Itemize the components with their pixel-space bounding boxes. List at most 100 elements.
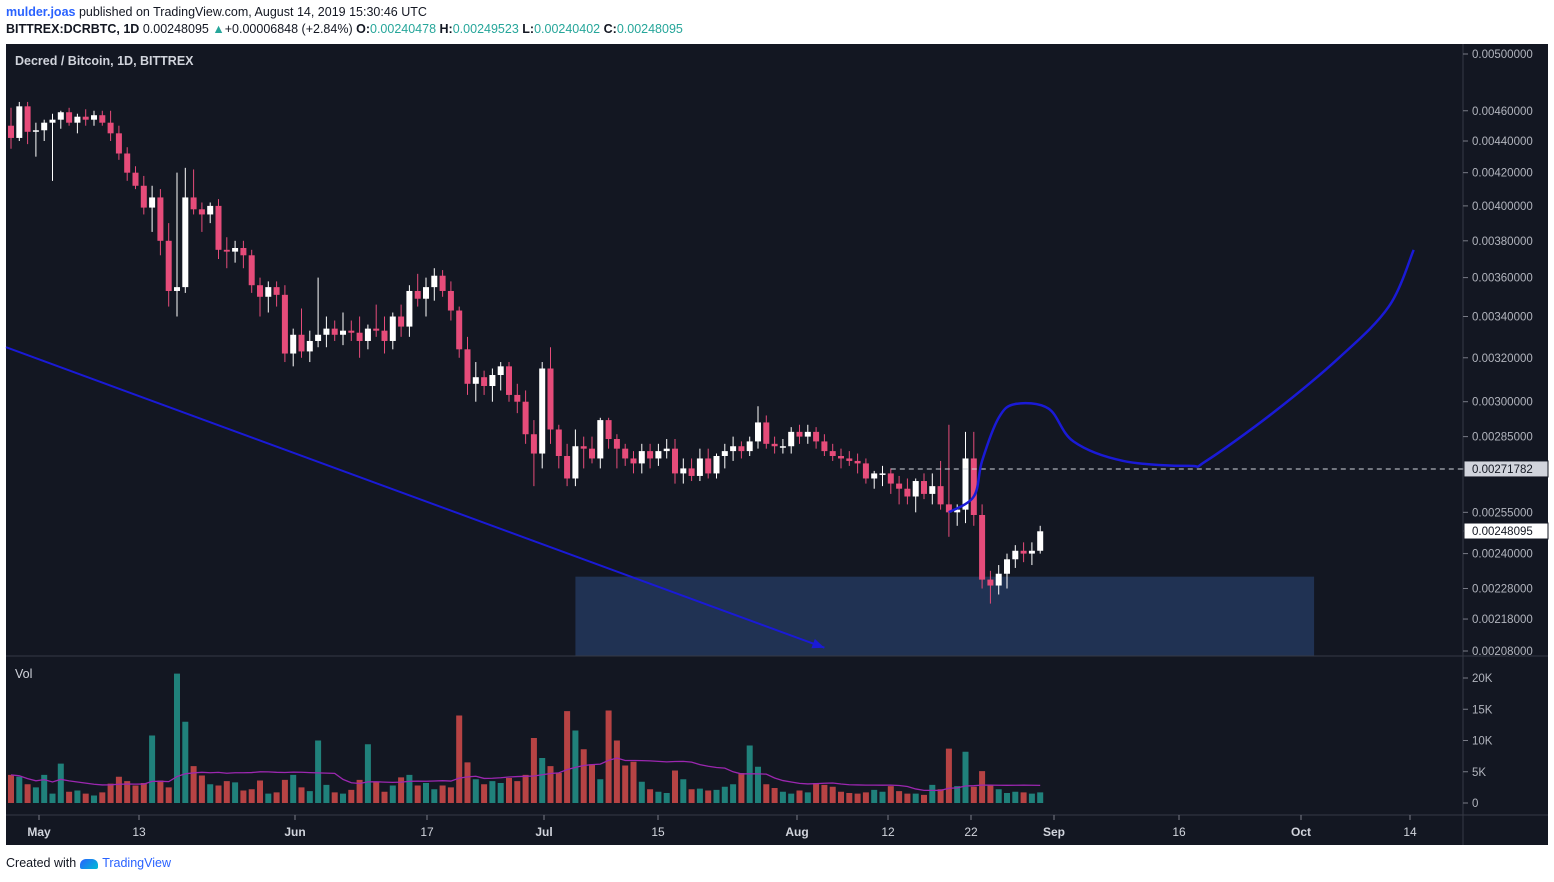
volume-bar [190,766,197,803]
volume-bar [730,784,737,803]
candle-body [929,486,936,494]
volume-bar [796,790,803,803]
volume-bar [281,779,288,803]
volume-bar [389,785,396,803]
volume-bar [954,786,961,803]
candle-body [16,106,23,138]
candle-body [472,377,479,384]
candle-body [240,248,247,256]
candle-body [796,431,803,437]
candle-body [713,456,720,474]
price-tick-label: 0.00340000 [1472,312,1533,324]
candle-body [8,125,14,138]
volume-bar [1037,792,1044,803]
volume-bar [879,791,886,803]
volume-bar [580,749,587,803]
volume-bar [829,786,836,803]
volume-bar [912,793,919,803]
quote-line: BITTREX:DCRBTC, 1D 0.00248095 ▲+0.000068… [6,22,683,36]
volume-bar [331,792,338,803]
projection-curve[interactable] [948,249,1415,514]
volume-bar [182,721,189,803]
volume-bar [846,793,853,803]
volume-bar [647,789,654,803]
tradingview-link[interactable]: TradingView [102,856,171,870]
candles [8,101,1044,604]
volume-bar [663,793,670,803]
candle-body [995,573,1002,586]
price-tick-label: 0.00240000 [1472,549,1533,561]
price-tick-label: 0.00271782 [1472,464,1533,476]
candle-body [721,451,728,457]
author-link[interactable]: mulder.joas [6,5,76,19]
volume-bar [713,789,720,803]
candle-body [423,287,429,299]
volume-bar [962,751,969,803]
candle-body [406,290,413,327]
volume-bar [630,761,637,803]
high-value: 0.00249523 [452,22,519,36]
volume-bar [771,788,778,803]
candle-body [1037,531,1044,551]
candle-body [979,515,986,580]
candle-body [149,197,156,208]
candle-body [862,463,869,479]
time-tick-label: 12 [881,825,895,839]
volume-bar [174,673,180,803]
volume-bar [937,789,944,803]
candle-body [207,205,214,215]
candle-body [904,488,911,497]
price-chart[interactable]: Decred / Bitcoin, 1D, BITTREX Vol 0.0050… [0,44,1554,846]
candle-body [846,458,853,461]
candle-body [323,328,330,335]
volume-bar [506,778,512,803]
candle-body [82,116,89,120]
candle-body [57,112,64,120]
candle-body [265,287,272,297]
volume-bar [638,781,645,803]
candle-body [398,316,405,327]
volume-bar [655,791,662,803]
candle-body [348,330,355,333]
candle-body [364,328,371,341]
time-tick-label: Oct [1291,825,1311,839]
volume-bar [298,787,305,803]
candle-body [912,481,919,497]
candle-body [987,579,994,586]
footer: Created with TradingView [6,856,171,870]
candle-body [506,366,512,395]
candle-body [597,420,604,459]
candle-body [813,431,820,442]
candle-body [115,133,122,154]
volume-bar [82,793,89,803]
volume-bar [257,780,263,803]
price-tick-label: 0.00228000 [1472,584,1533,596]
volume-bar [995,789,1002,803]
volume-bar [356,779,363,803]
price-tick-label: 0.00360000 [1472,273,1533,285]
time-tick-label: 16 [1172,825,1186,839]
time-tick-label: Sep [1043,825,1065,839]
candle-body [215,205,222,250]
candle-body [331,328,338,335]
trendline-arrow[interactable] [5,346,825,649]
volume-bar [1004,793,1010,803]
time-axis[interactable]: May 13 Jun 17 Jul 15 Aug 12 22 Sep 16 Oct 14 [27,815,1417,839]
candle-body [613,439,620,449]
candle-body [140,185,147,208]
volume-tick-label: 5K [1472,767,1486,779]
candle-body [705,458,712,474]
change-value: +0.00006848 (+2.84%) [224,22,353,36]
candle-body [414,290,421,299]
candle-body [539,368,546,454]
support-zone[interactable] [575,576,1315,656]
price-axis[interactable]: 0.00500000 0.00460000 0.00440000 0.00420000… [1463,49,1549,658]
candle-body [132,172,139,186]
volume-bar [514,781,521,803]
volume-axis: 20K 15K 10K 5K 0 [1463,673,1493,810]
volume-bar [165,787,172,803]
volume-bar [398,777,405,803]
volume-bar [223,781,230,803]
volume-bar [207,784,214,803]
volume-bar [738,773,745,803]
